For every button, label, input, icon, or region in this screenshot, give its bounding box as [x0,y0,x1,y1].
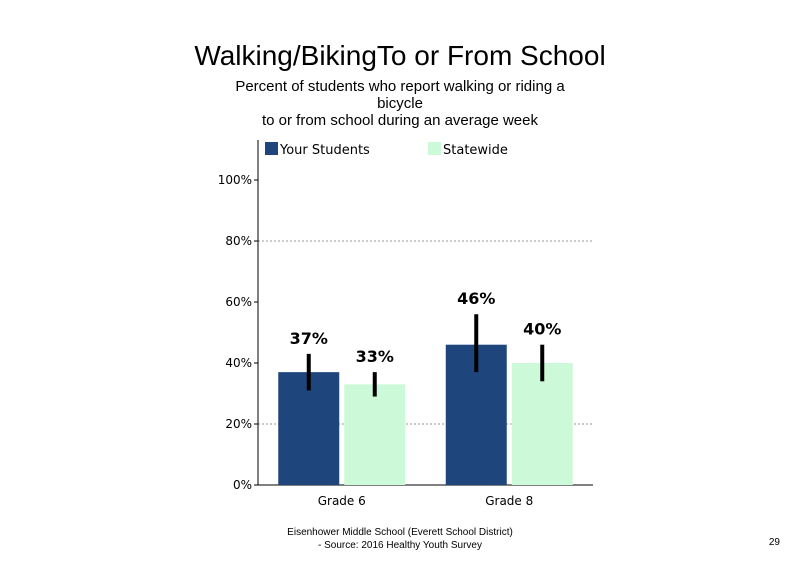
footer-line-1: Eisenhower Middle School (Everett School… [287,527,513,538]
legend-label: Your Students [279,143,370,158]
y-tick-label: 80% [225,234,252,248]
y-tick-label: 20% [225,417,252,431]
bar [278,372,340,485]
chart-title: Walking/BikingTo or From School [194,40,606,71]
y-tick-label: 0% [233,478,252,492]
bar [344,384,406,485]
y-tick-label: 100% [218,173,252,187]
y-tick-label: 40% [225,356,252,370]
footer-line-2: - Source: 2016 Healthy Youth Survey [318,540,482,551]
legend-swatch [265,142,278,155]
x-tick-label: Grade 6 [318,494,366,508]
subtitle-line-1: Percent of students who report walking o… [235,78,565,95]
y-tick-label: 60% [225,295,252,309]
subtitle-line-3: to or from school during an average week [262,112,538,129]
legend-swatch [428,142,441,155]
legend-label: Statewide [443,143,508,158]
chart-subtitle: Percent of students who report walking o… [200,78,600,129]
data-label: 33% [356,347,394,366]
data-label: 40% [523,320,561,339]
subtitle-line-2: bicycle [377,95,423,112]
x-tick-label: Grade 8 [485,494,533,508]
footer-source: Eisenhower Middle School (Everett School… [200,526,600,552]
data-label: 46% [457,289,495,308]
bar [511,363,573,485]
data-label: 37% [290,329,328,348]
page-number: 29 [768,537,780,548]
